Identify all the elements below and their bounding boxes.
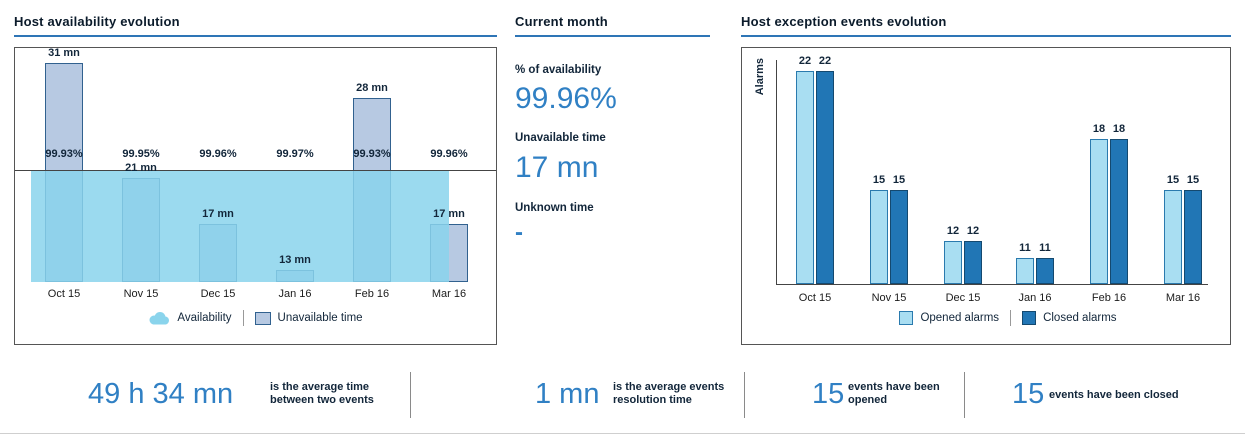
month-label: Dec 15 (945, 292, 981, 304)
month-label: Dec 15 (200, 288, 236, 300)
legend-separator (1010, 310, 1012, 326)
exceptions-legend: Opened alarms Closed alarms (742, 310, 1230, 326)
closed-alarms-bar (890, 190, 908, 284)
opened-alarms-bar (1016, 258, 1034, 284)
legend-unavailable-label: Unavailable time (277, 312, 363, 324)
exceptions-chart: Alarms 22 22 Oct 15 15 15 Nov 15 12 12 Dec 15 11 1… (741, 47, 1231, 345)
opened-alarms-bar (796, 71, 814, 284)
availability-value-label: 99.95% (122, 148, 160, 160)
alarms-axis-label: Alarms (754, 58, 766, 96)
month-label: Feb 16 (1091, 292, 1127, 304)
legend-item-opened: Opened alarms (899, 311, 999, 325)
opened-alarms-bar (944, 241, 962, 284)
opened-value-label: 15 (1166, 174, 1180, 186)
bar-value-label: 28 mn (356, 82, 388, 94)
legend-availability-label: Availability (177, 312, 232, 324)
month-label: Jan 16 (278, 288, 312, 300)
events-opened-label: events have been opened (848, 381, 940, 406)
unavailable-time-value: 17 mn (515, 151, 599, 184)
y-axis-line (776, 60, 777, 284)
legend-opened-label: Opened alarms (920, 312, 1000, 324)
closed-value-label: 11 (1039, 242, 1051, 254)
stat-divider (964, 372, 965, 418)
bar-value-label: 17 mn (433, 208, 465, 220)
closed-alarms-swatch-icon (1022, 311, 1037, 325)
availability-value-label: 99.93% (45, 148, 83, 160)
events-closed-label: events have been closed (1049, 389, 1179, 401)
closed-value-label: 15 (1186, 174, 1200, 186)
closed-alarms-bar (1110, 139, 1128, 284)
opened-value-label: 22 (798, 55, 812, 67)
availability-value-label: 99.96% (430, 148, 468, 160)
availability-axis-line (15, 170, 496, 171)
avg-time-between-events-value: 49 h 34 mn (88, 378, 234, 410)
avg-time-between-events-label: is the average time between two events (270, 381, 374, 406)
opened-value-label: 18 (1092, 123, 1106, 135)
legend-closed-label: Closed alarms (1043, 312, 1117, 324)
opened-alarms-bar (1090, 139, 1108, 284)
closed-value-label: 22 (818, 55, 832, 67)
cloud-icon (148, 311, 170, 325)
availability-value-label: 99.97% (276, 148, 314, 160)
bar-value-label: 21 mn (125, 162, 157, 174)
legend-item-unavailable: Unavailable time (254, 311, 363, 325)
opened-value-label: 11 (1019, 242, 1031, 254)
events-closed-value: 15 (1012, 378, 1045, 410)
x-axis-line (776, 284, 1208, 285)
availability-value-label: 99.96% (199, 148, 237, 160)
bar-value-label: 31 mn (48, 47, 80, 59)
unknown-time-label: Unknown time (515, 202, 594, 214)
availability-plot: 31 mn 99.93% Oct 15 21 mn 99.95% Nov 15 17 mn 9… (15, 47, 496, 344)
opened-alarms-bar (870, 190, 888, 284)
opened-alarms-swatch-icon (899, 311, 914, 325)
month-label: Mar 16 (431, 288, 467, 300)
availability-chart: 31 mn 99.93% Oct 15 21 mn 99.95% Nov 15 17 mn 9… (14, 47, 497, 345)
events-opened-value: 15 (812, 378, 845, 410)
current-month-title: Current month (515, 14, 710, 37)
legend-item-availability: Availability (148, 311, 232, 325)
availability-percent-value: 99.96% (515, 82, 617, 115)
exceptions-plot: 22 22 Oct 15 15 15 Nov 15 12 12 Dec 15 11 11 Jan 16… (742, 48, 1230, 344)
unavailable-swatch-icon (254, 311, 271, 325)
month-label: Nov 15 (871, 292, 907, 304)
legend-separator (242, 310, 244, 326)
availability-area (31, 171, 449, 282)
closed-value-label: 12 (966, 225, 980, 237)
closed-value-label: 15 (892, 174, 906, 186)
unavailable-time-label: Unavailable time (515, 132, 606, 144)
stat-divider (744, 372, 745, 418)
month-label: Jan 16 (1018, 292, 1052, 304)
legend-item-closed: Closed alarms (1022, 311, 1117, 325)
availability-value-label: 99.93% (353, 148, 391, 160)
exceptions-panel-title: Host exception events evolution (741, 14, 1231, 37)
opened-value-label: 12 (946, 225, 960, 237)
opened-value-label: 15 (872, 174, 886, 186)
bottom-divider (0, 433, 1245, 434)
opened-alarms-bar (1164, 190, 1182, 284)
closed-alarms-bar (964, 241, 982, 284)
month-label: Oct 15 (47, 288, 81, 300)
closed-alarms-bar (1036, 258, 1054, 284)
month-label: Feb 16 (354, 288, 390, 300)
availability-legend: Availability Unavailable time (15, 310, 496, 326)
month-label: Nov 15 (123, 288, 159, 300)
closed-alarms-bar (1184, 190, 1202, 284)
availability-panel-title: Host availability evolution (14, 14, 497, 37)
closed-alarms-bar (816, 71, 834, 284)
availability-percent-label: % of availability (515, 64, 602, 76)
closed-value-label: 18 (1112, 123, 1126, 135)
month-label: Mar 16 (1165, 292, 1201, 304)
stat-divider (410, 372, 411, 418)
month-label: Oct 15 (798, 292, 832, 304)
avg-resolution-time-label: is the average events resolution time (613, 381, 725, 406)
unknown-time-value: - (515, 219, 523, 246)
avg-resolution-time-value: 1 mn (535, 378, 600, 410)
bar-value-label: 13 mn (279, 254, 311, 266)
bar-value-label: 17 mn (202, 208, 234, 220)
